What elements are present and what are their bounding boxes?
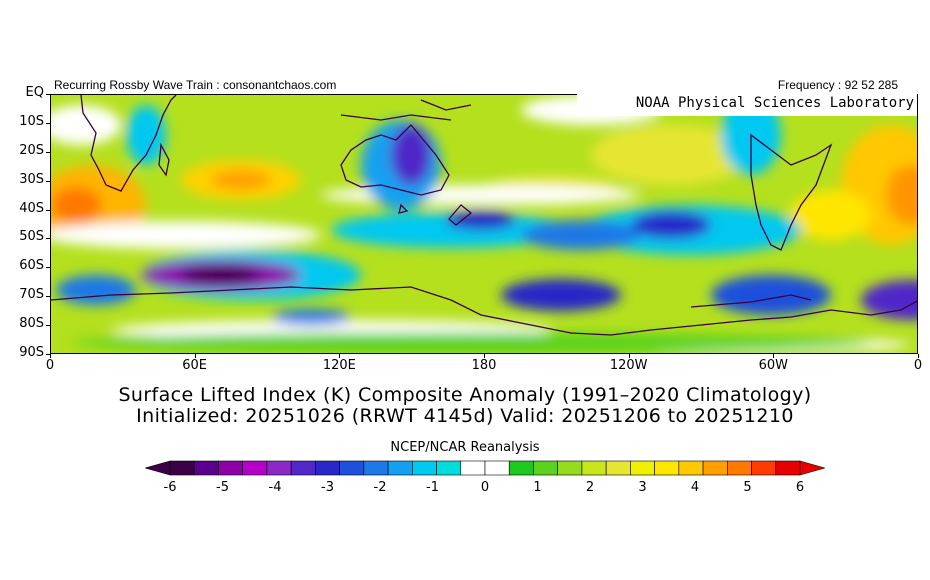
coastlines [51,95,917,336]
lon-tick [50,354,51,358]
colorbar-tick-label: -1 [426,480,439,495]
colorbar-bin [533,460,558,476]
lat-tick [46,267,50,269]
colorbar-over-arrow [799,460,825,476]
colorbar-under-arrow [145,460,171,476]
colorbar-bin [508,460,534,476]
colorbar-bin [702,460,728,476]
colorbar-tick-label: 1 [533,480,542,495]
lat-label: 30S [19,171,44,187]
lat-label: 90S [19,345,44,360]
lat-label: 60S [19,258,44,274]
lat-label: EQ [25,85,44,100]
colorbar-bin [363,460,389,476]
lat-label: 50S [19,229,44,245]
lon-tick [773,354,775,358]
data-source-label: NCEP/NCAR Reanalysis [390,440,540,455]
colorbar-bin [436,460,462,476]
lat-label: 80S [19,316,44,332]
title-line-1: Surface Lifted Index (K) Composite Anoma… [118,384,812,406]
colorbar-bin [339,460,365,476]
lat-tick [46,325,50,327]
colorbar-bin [315,460,340,476]
colorbar-bin [218,460,243,476]
map-field [51,95,917,353]
lat-tick [46,209,50,211]
anomaly-blobs [51,95,917,353]
lon-label: 120W [609,358,648,373]
colorbar-bin [775,460,801,476]
colorbar-tick-label: 0 [480,480,490,495]
colorbar-tick-label: 4 [690,480,700,495]
colorbar-bin [193,460,219,476]
colorbar-bin [678,460,704,476]
colorbar-tick-label: -3 [321,480,334,495]
colorbar-tick-label: -6 [163,480,177,495]
colorbar-tick-label: -5 [216,480,229,495]
colorbar-bin [412,460,437,476]
lat-label: 20S [19,142,44,158]
lon-tick [918,354,919,358]
header-site-text: Recurring Rossby Wave Train : consonantc… [54,78,337,92]
colorbar-bin [460,460,486,476]
colorbar-bin [654,460,680,476]
lat-label: 10S [19,113,44,129]
lon-label: 0 [913,358,923,373]
colorbar-bin [484,460,510,476]
colorbar-bin [727,460,752,476]
lab-label-background [577,94,917,116]
title-line-2: Initialized: 20251026 (RRWT 4145d) Valid… [136,405,794,427]
colorbar-bin [290,460,316,476]
colorbar-tick-label: 3 [638,480,647,495]
colorbar-bin [266,460,292,476]
lon-tick [339,354,341,358]
lat-tick [46,296,50,298]
colorbar-bin [557,460,583,476]
colorbar-bin [169,460,195,476]
lat-tick [46,180,50,182]
colorbar-tick-label: -2 [373,480,387,495]
header-frequency-text: Frequency : 92 52 285 [777,78,898,92]
lat-tick [46,94,50,95]
lon-label: 60E [182,358,208,373]
lon-label: 180 [471,358,497,373]
colorbar [145,460,825,476]
colorbar-bin [581,460,607,476]
lat-tick [46,151,50,153]
lon-label: 120E [322,358,356,373]
colorbar-bin [630,460,655,476]
lat-label: 70S [19,287,44,303]
colorbar-bin [751,460,777,476]
lon-tick [484,354,485,358]
anomaly-map [50,94,918,354]
lat-label: 40S [19,200,44,216]
colorbar-tick-label: 2 [585,480,595,495]
colorbar-tick-label: 5 [743,480,752,495]
lat-tick [46,122,50,124]
colorbar-tick-label: 6 [795,480,805,495]
lat-tick [46,354,50,355]
colorbar-tick-label: -4 [268,480,282,495]
lab-label: NOAA Physical Sciences Laboratory [635,95,914,111]
lon-tick [194,354,196,358]
lon-label: 60W [758,358,789,373]
lat-tick [46,238,50,240]
lon-tick [628,354,630,358]
colorbar-bin [242,460,268,476]
colorbar-bin [605,460,631,476]
lon-label: 0 [45,358,55,373]
colorbar-bin [387,460,413,476]
